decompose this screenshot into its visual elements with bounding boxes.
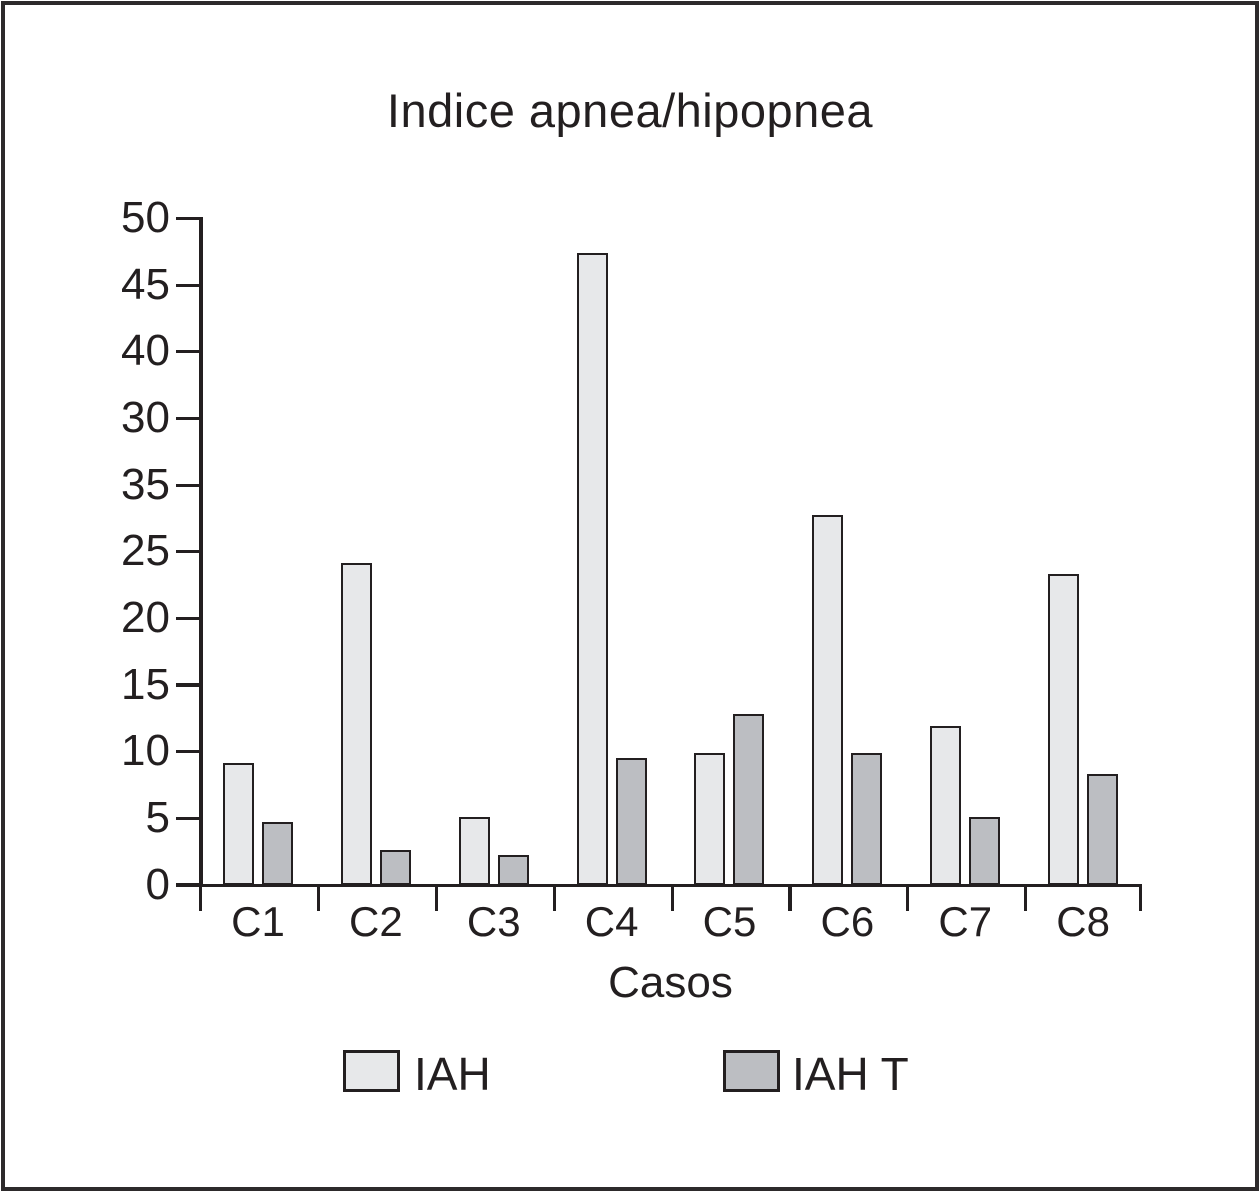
x-axis-tick-3 [552, 885, 556, 911]
legend-label-iah-t: IAH T [792, 1048, 909, 1100]
x-category-label-c8: C8 [1056, 898, 1110, 945]
y-axis-label-20: 20 [121, 592, 170, 642]
x-category-label-c6: C6 [820, 898, 875, 945]
y-axis-label-15: 15 [121, 659, 170, 709]
y-axis-tick-50 [176, 216, 199, 221]
bar-c5-iah-t [733, 713, 765, 886]
legend-swatch-iah-t [723, 1050, 780, 1092]
y-axis-tick-0 [176, 883, 199, 887]
x-axis-tick-1 [316, 885, 321, 911]
y-axis-label-50: 50 [121, 193, 170, 242]
y-axis-line [199, 217, 203, 887]
bar-c6-iah [812, 514, 844, 886]
bar-c1-iah-t [261, 822, 293, 886]
bar-c3-iah-t [497, 855, 529, 886]
bar-c8-iah [1048, 573, 1080, 886]
y-axis-tick-30 [176, 416, 199, 421]
x-axis-tick-8 [1138, 885, 1142, 911]
y-axis-tick-20 [176, 616, 199, 620]
x-category-label-c4: C4 [584, 898, 639, 945]
y-axis-tick-10 [176, 750, 199, 754]
y-axis-tick-40 [176, 350, 199, 354]
y-axis-label-35: 35 [121, 459, 170, 509]
x-category-label-c3: C3 [466, 898, 521, 945]
x-axis-tick-0 [199, 885, 203, 911]
legend-label-iah: IAH [414, 1048, 491, 1100]
x-axis-title: Casos [608, 958, 733, 1007]
y-axis-tick-25 [176, 550, 199, 554]
y-axis-tick-35 [176, 483, 199, 487]
y-axis-label-25: 25 [121, 526, 170, 576]
x-category-label-c7: C7 [938, 898, 993, 945]
x-axis-tick-2 [434, 885, 438, 911]
y-axis-label-5: 5 [145, 792, 170, 842]
x-axis-tick-4 [670, 885, 674, 911]
y-axis-label-10: 10 [121, 726, 170, 776]
legend-swatch-iah [343, 1050, 400, 1092]
x-axis-tick-6 [906, 885, 910, 911]
bar-c1-iah [222, 763, 254, 886]
bar-c4-iah [576, 252, 608, 886]
chart-title: Indice apnea/hipopnea [386, 84, 874, 137]
y-axis-tick-15 [176, 683, 199, 687]
bar-c5-iah [694, 752, 726, 886]
y-axis-label-30: 30 [121, 392, 170, 442]
y-axis-label-0: 0 [145, 859, 170, 909]
y-axis-label-40: 40 [121, 326, 170, 376]
y-axis-tick-45 [176, 283, 199, 287]
bar-c2-iah [340, 562, 372, 886]
x-category-label-c2: C2 [349, 898, 403, 945]
bar-c2-iah-t [379, 850, 411, 886]
bar-c4-iah-t [615, 757, 647, 886]
x-axis-tick-5 [788, 885, 792, 911]
bar-c8-iah-t [1087, 773, 1119, 886]
x-category-label-c1: C1 [231, 898, 285, 945]
bar-c6-iah-t [851, 752, 883, 886]
bar-c7-iah [930, 725, 962, 886]
x-category-label-c5: C5 [702, 898, 757, 945]
y-axis-label-45: 45 [121, 259, 170, 309]
bar-c3-iah [458, 816, 490, 886]
y-axis-tick-5 [176, 816, 199, 820]
bar-c7-iah-t [969, 816, 1001, 886]
x-axis-tick-7 [1024, 885, 1028, 911]
plot-area: 50 45 40 30 35 25 20 15 10 5 0 C1 C2 C3 C4 C5 C6 C7 C8 [121, 196, 1142, 943]
